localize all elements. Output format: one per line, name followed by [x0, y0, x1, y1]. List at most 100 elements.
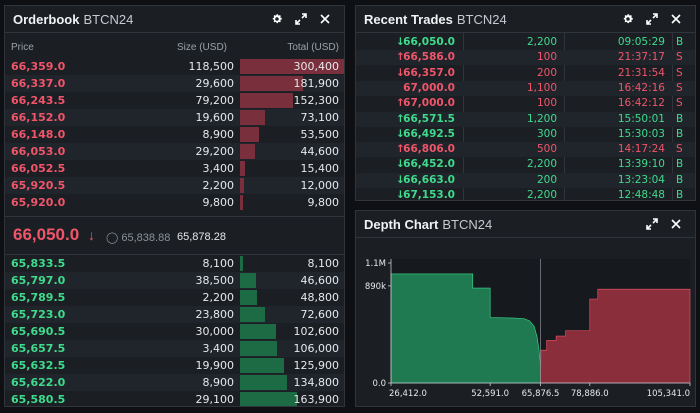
trade-row[interactable]: ↓ 66,452.0 2,200 13:39:10 B: [356, 157, 695, 172]
trade-price: 66,571.5: [403, 112, 455, 125]
expand-icon[interactable]: [641, 8, 663, 30]
ask-size: 79,200: [195, 94, 235, 107]
trade-side: S: [676, 66, 683, 79]
bid-row[interactable]: 65,580.5 29,100 163,900: [5, 391, 344, 406]
bid-depth-bar: [240, 358, 284, 373]
ask-row[interactable]: 66,337.0 29,600 181,900: [5, 75, 344, 92]
ask-depth-bar: [240, 144, 255, 159]
ask-depth-bar: [240, 59, 344, 74]
bid-size: 23,800: [195, 308, 235, 321]
last-price: 66,050.0: [13, 225, 80, 244]
bid-row[interactable]: 65,622.0 8,900 134,800: [5, 374, 344, 391]
size-column-header: Size (USD): [177, 42, 228, 53]
bid-depth-bar: [240, 375, 287, 390]
bid-row[interactable]: 65,657.5 3,400 106,000: [5, 340, 344, 357]
trade-row[interactable]: ↓ 66,357.0 200 21:31:54 S: [356, 66, 695, 81]
ask-price: 66,243.5: [11, 94, 66, 107]
ask-row[interactable]: 66,359.0 118,500 300,400: [5, 58, 344, 75]
ask-row[interactable]: 66,053.0 29,200 44,600: [5, 143, 344, 160]
trade-size: 300: [536, 127, 557, 140]
close-icon[interactable]: [665, 8, 687, 30]
trade-price: 66,663.0: [403, 173, 455, 186]
bid-size: 30,000: [195, 325, 235, 338]
total-column-header: Total (USD): [287, 42, 339, 53]
index-price: ◯ 65,838.88: [106, 232, 171, 244]
bid-price: 65,580.5: [11, 393, 66, 406]
trade-price: 66,452.0: [403, 158, 455, 171]
ask-total: 44,600: [300, 145, 340, 158]
trade-size: 1,100: [526, 81, 557, 94]
bid-price: 65,690.5: [11, 325, 66, 338]
bid-row[interactable]: 65,723.0 23,800 72,600: [5, 306, 344, 323]
arrow-down-icon: ↓: [396, 189, 405, 201]
trade-row[interactable]: 67,000.0 1,100 16:42:16 S: [356, 80, 695, 96]
bid-row[interactable]: 65,789.5 2,200 48,800: [5, 289, 344, 306]
trade-time: 16:42:16: [617, 81, 665, 94]
bid-total: 48,800: [300, 291, 340, 304]
close-icon[interactable]: [314, 8, 336, 30]
ask-row[interactable]: 66,148.0 8,900 53,500: [5, 126, 344, 143]
bid-size: 8,100: [202, 257, 235, 270]
gear-icon[interactable]: [617, 8, 639, 30]
arrow-down-icon: ↓: [396, 36, 405, 48]
depth-chart[interactable]: 1.1M 890k 0.026,412.0 52,591.0 65,876.5 78,88…: [356, 238, 695, 406]
bid-size: 29,100: [195, 393, 235, 406]
trade-row[interactable]: ↑ 67,000.0 100 16:42:12 S: [356, 96, 695, 111]
trade-time: 21:37:17: [617, 51, 665, 64]
bid-size: 19,900: [195, 359, 235, 372]
bid-depth-bar: [240, 290, 257, 305]
mark-price: 65,878.28: [177, 231, 226, 243]
arrow-up-icon: ↑: [396, 97, 405, 110]
bid-row[interactable]: 65,833.5 8,100 8,100: [5, 255, 344, 272]
arrow-down-icon: ↓: [396, 66, 405, 79]
trade-row[interactable]: ↑ 66,571.5 1,200 15:50:01 B: [356, 111, 695, 127]
trade-row[interactable]: ↓ 67,153.0 2,200 12:48:48 B: [356, 188, 695, 201]
bid-total: 46,600: [300, 274, 340, 287]
trade-size: 500: [536, 143, 557, 156]
gear-icon[interactable]: [266, 8, 288, 30]
ask-price: 65,920.5: [11, 179, 66, 192]
trade-side: S: [676, 97, 683, 110]
trade-row[interactable]: ↑ 66,586.0 100 21:37:17 S: [356, 50, 695, 66]
trade-time: 09:05:29: [617, 36, 665, 48]
trades-symbol: BTCN24: [456, 11, 507, 27]
bid-price: 65,789.5: [11, 291, 66, 304]
trade-time: 16:42:12: [617, 97, 665, 110]
price-column-header: Price: [11, 42, 34, 53]
bid-total: 102,600: [293, 325, 340, 338]
ask-row[interactable]: 66,243.5 79,200 152,300: [5, 92, 344, 109]
trade-price: 66,806.0: [403, 143, 455, 156]
bid-row[interactable]: 65,690.5 30,000 102,600: [5, 323, 344, 340]
ask-row[interactable]: 66,052.5 3,400 15,400: [5, 160, 344, 177]
ask-price: 66,152.0: [11, 111, 66, 124]
ask-depth-area: [540, 288, 691, 384]
bid-total: 106,000: [293, 342, 340, 355]
ask-price: 66,052.5: [11, 162, 66, 175]
trade-time: 15:30:03: [617, 127, 665, 140]
bid-price: 65,723.0: [11, 308, 66, 321]
ask-row[interactable]: 66,152.0 19,600 73,100: [5, 109, 344, 126]
trade-size: 100: [536, 51, 557, 64]
trade-time: 21:31:54: [617, 66, 665, 79]
trade-side: S: [676, 51, 683, 64]
expand-icon[interactable]: [641, 213, 663, 235]
trade-size: 1,200: [526, 112, 557, 125]
trade-row[interactable]: ↓ 66,663.0 200 13:23:04 B: [356, 172, 695, 188]
close-icon[interactable]: [665, 213, 687, 235]
bid-row[interactable]: 65,632.5 19,900 125,900: [5, 357, 344, 374]
trade-price: 66,586.0: [403, 51, 455, 64]
trade-size: 100: [536, 97, 557, 110]
trade-row[interactable]: ↓ 66,050.0 2,200 09:05:29 B: [356, 35, 695, 50]
expand-icon[interactable]: [290, 8, 312, 30]
index-icon: ◯: [106, 232, 119, 244]
bid-row[interactable]: 65,797.0 38,500 46,600: [5, 272, 344, 289]
bid-total: 8,100: [307, 257, 340, 270]
trade-size: 2,200: [526, 158, 557, 171]
trade-row[interactable]: ↑ 66,806.0 500 14:17:24 S: [356, 142, 695, 158]
trade-row[interactable]: ↓ 66,492.5 300 15:30:03 B: [356, 127, 695, 142]
trade-price: 66,492.5: [403, 127, 455, 140]
ask-row[interactable]: 65,920.5 2,200 12,000: [5, 177, 344, 194]
trade-time: 14:17:24: [617, 143, 665, 156]
ask-row[interactable]: 65,920.0 9,800 9,800: [5, 194, 344, 211]
trade-price: 66,357.0: [403, 66, 455, 79]
